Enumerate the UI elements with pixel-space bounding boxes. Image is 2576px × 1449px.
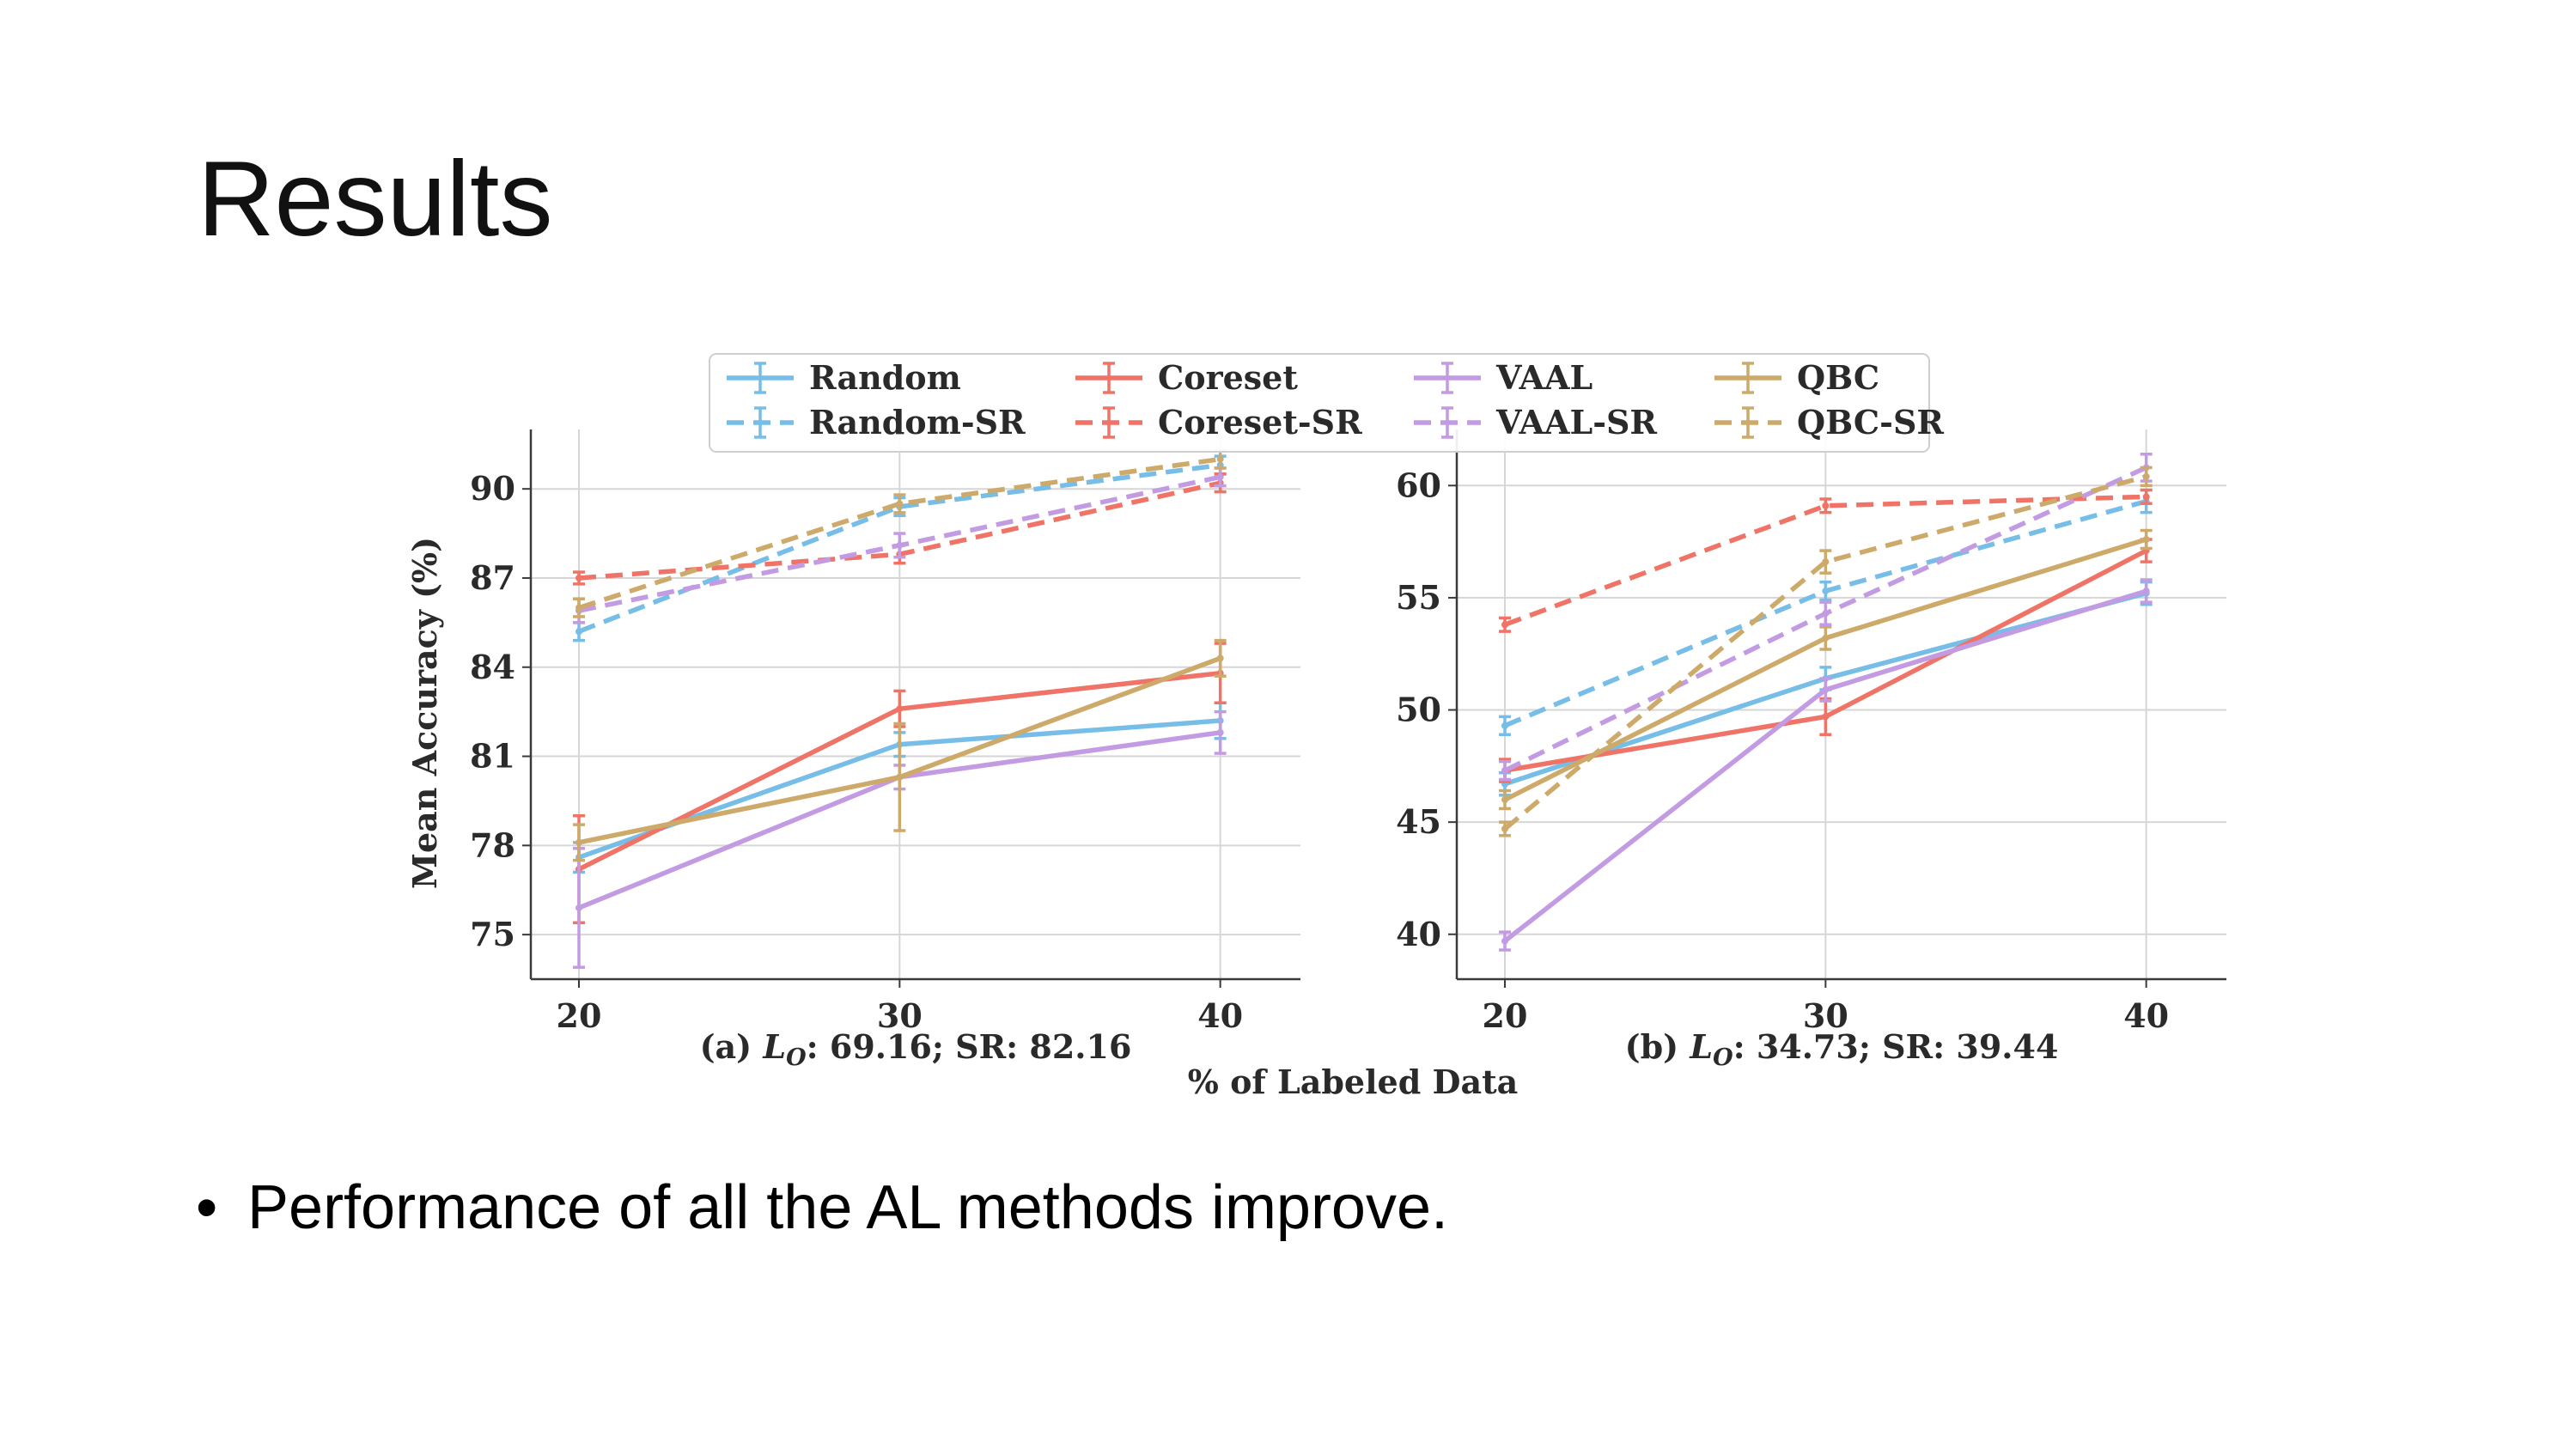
x-tick-label: 30 [877, 996, 923, 1035]
data-point [1501, 767, 1508, 775]
caption-var: L [762, 1027, 786, 1066]
data-point [1822, 610, 1830, 618]
data-point [1501, 796, 1508, 804]
panel-caption: (a) LO: 69.16; SR: 82.16 [700, 1027, 1132, 1071]
data-point [2142, 493, 2150, 501]
y-tick-label: 55 [1396, 578, 1441, 617]
legend-label: Coreset [1158, 358, 1298, 397]
caption-suffix: : 69.16; SR: 82.16 [807, 1027, 1132, 1066]
data-point [1501, 825, 1508, 832]
y-tick-label: 90 [470, 469, 515, 508]
legend-label: Random-SR [809, 403, 1026, 441]
legend-label: QBC [1797, 358, 1879, 397]
x-tick-label: 40 [2123, 996, 2169, 1035]
y-tick-label: 81 [470, 737, 515, 776]
y-tick-label: 45 [1396, 802, 1441, 841]
chart-legend: Random Coreset VAAL QBC Random-SR Coreset-SR V… [709, 353, 1944, 453]
legend-label: QBC-SR [1797, 403, 1944, 441]
data-point [896, 705, 904, 713]
x-tick-label: 20 [557, 996, 602, 1035]
data-point [1822, 686, 1830, 694]
x-tick-label: 20 [1483, 996, 1528, 1035]
chart-panel-a: 75 78 81 84 87 90 20 30 40 (a) LO: 69.16; SR: 82.… [405, 429, 1300, 1071]
data-point [575, 904, 582, 911]
legend-label: Random [809, 358, 961, 397]
y-tick-label: 84 [470, 648, 515, 686]
caption-suffix: : 34.73; SR: 39.44 [1733, 1027, 2059, 1066]
caption-sub: O [1713, 1044, 1733, 1071]
panel-caption: (b) LO: 34.73; SR: 39.44 [1625, 1027, 2059, 1071]
y-tick-label: 50 [1396, 691, 1441, 729]
data-point [575, 604, 582, 612]
series-line-qbc-sr [1503, 474, 2147, 831]
data-point [896, 541, 904, 549]
y-tick-label: 60 [1396, 466, 1441, 504]
y-axis-label: Mean Accuracy (%) [405, 537, 444, 889]
caption-sub: O [786, 1044, 807, 1071]
y-tick-label: 78 [470, 825, 515, 864]
caption-var: L [1689, 1027, 1713, 1066]
data-point [575, 574, 582, 581]
data-point [1822, 713, 1830, 721]
data-point [2142, 472, 2150, 480]
data-point [1216, 728, 1224, 736]
y-tick-label: 87 [470, 558, 515, 597]
data-point [896, 500, 904, 508]
data-point [1501, 937, 1508, 945]
data-point [1216, 455, 1224, 463]
legend-label: Coreset-SR [1158, 403, 1362, 441]
bullet-text: Performance of all the AL methods improv… [247, 1173, 1449, 1242]
data-point [1822, 502, 1830, 509]
x-tick-label: 30 [1803, 996, 1848, 1035]
data-point [575, 628, 582, 636]
y-tick-label: 40 [1396, 915, 1441, 953]
data-point [2142, 536, 2150, 543]
series-line-qbc-sr [578, 456, 1221, 611]
caption-prefix: (a) [700, 1027, 764, 1066]
caption-prefix: (b) [1625, 1027, 1690, 1066]
x-axis-label: % of Labeled Data [1188, 1062, 1519, 1101]
bullet-dot: • [196, 1173, 218, 1242]
data-point [1216, 473, 1224, 481]
data-point [1822, 634, 1830, 642]
bullet-item: • Performance of all the AL methods impro… [196, 1177, 1448, 1239]
slide-title: Results [198, 140, 553, 259]
data-point [1822, 558, 1830, 566]
data-point [1822, 588, 1830, 595]
chart-panel-b: 40 45 50 55 60 20 30 40 (b) LO: 34.73; SR: 39.44 [1396, 429, 2226, 1071]
legend-box [709, 353, 1930, 453]
legend-label: VAAL [1495, 358, 1592, 397]
data-point [2142, 588, 2150, 595]
series-line-coreset-sr [1504, 494, 2147, 627]
data-point [1501, 721, 1508, 729]
data-point [896, 773, 904, 781]
data-point [1501, 621, 1508, 629]
x-tick-label: 40 [1197, 996, 1243, 1035]
data-point [1216, 654, 1224, 662]
legend-label: VAAL-SR [1495, 403, 1657, 441]
y-tick-label: 75 [470, 915, 515, 953]
data-point [575, 838, 582, 846]
